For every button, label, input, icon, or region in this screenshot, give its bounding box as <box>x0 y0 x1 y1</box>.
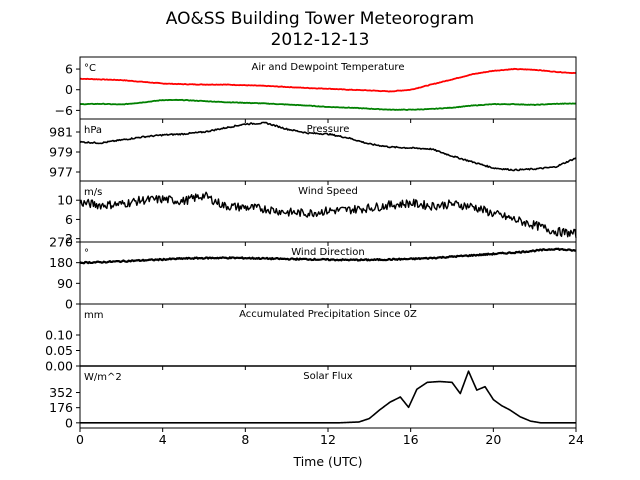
x-axis: 0 4 8 12 16 20 24 <box>76 432 584 447</box>
temperature-panel-title: Air and Dewpoint Temperature <box>252 62 405 73</box>
x-tick-label: 4 <box>159 432 167 447</box>
wind-direction-series-0-line <box>79 247 577 265</box>
temperature-ytick-label: 6 <box>65 62 73 77</box>
temperature-unit-label: °C <box>84 63 96 74</box>
solar-flux-ytick-label: 176 <box>49 400 73 415</box>
wind-speed-ytick-label: 6 <box>65 212 73 227</box>
solar-flux-series-0-line <box>80 370 576 424</box>
precipitation-panel-title: Accumulated Precipitation Since 0Z <box>239 309 417 320</box>
wind-direction-ytick-label: 90 <box>57 276 73 291</box>
wind-direction-ytick-label: 270 <box>49 235 73 250</box>
chart-title-line1: AO&SS Building Tower Meteorogram <box>166 9 474 29</box>
x-tick-label: 12 <box>320 432 336 447</box>
x-tick-label: 20 <box>485 432 501 447</box>
x-tick-label: 0 <box>76 432 84 447</box>
precipitation-ytick-label: 0.00 <box>45 359 73 374</box>
temperature-ytick-label: 0 <box>65 82 73 97</box>
temperature-series-1-line <box>79 98 577 111</box>
precipitation-ytick-label: 0.05 <box>45 343 73 358</box>
wind-speed-ytick-label: 2 <box>65 231 73 246</box>
precipitation-ytick-label: 0.10 <box>45 328 73 343</box>
wind-direction-unit-label: ° <box>84 248 89 259</box>
wind-speed-unit-label: m/s <box>84 187 102 198</box>
wind-direction-ytick-label: 180 <box>49 255 73 270</box>
wind-speed-panel-title: Wind Speed <box>298 186 358 197</box>
solar-flux-unit-label: W/m^2 <box>84 372 122 383</box>
wind-direction-ytick-label: 0 <box>65 297 73 312</box>
wind-speed-ytick-label: 10 <box>57 193 73 208</box>
temperature-ytick-label: −6 <box>55 103 73 118</box>
solar-flux-panel-title: Solar Flux <box>303 371 353 382</box>
pressure-panel-title: Pressure <box>307 124 350 135</box>
solar-flux-ytick-label: 0 <box>65 415 73 430</box>
pressure-series-0-line <box>79 121 577 172</box>
pressure-ytick-label: 979 <box>49 145 73 160</box>
panel-wind-speed: 10 6 2 m/s Wind Speed <box>57 180 577 246</box>
wind-direction-panel-title: Wind Direction <box>291 247 365 258</box>
temperature-series-0-line <box>79 67 577 93</box>
pressure-unit-label: hPa <box>84 125 102 136</box>
x-tick-label: 8 <box>241 432 249 447</box>
panel-wind-direction: 270 180 90 0 ° Wind Direction <box>49 235 577 312</box>
chart-title-line2: 2012-12-13 <box>271 30 370 50</box>
pressure-ytick-label: 981 <box>49 125 73 140</box>
wind-speed-series-0-line <box>79 191 577 238</box>
x-axis-label: Time (UTC) <box>292 454 362 469</box>
x-tick-label: 24 <box>568 432 584 447</box>
pressure-ytick-label: 977 <box>49 165 73 180</box>
solar-flux-ytick-label: 352 <box>49 385 73 400</box>
precipitation-unit-label: mm <box>84 310 103 321</box>
x-tick-label: 16 <box>403 432 419 447</box>
panels-group: 6 0 −6 °C Air and Dewpoint Temperature 981 979… <box>45 56 577 432</box>
